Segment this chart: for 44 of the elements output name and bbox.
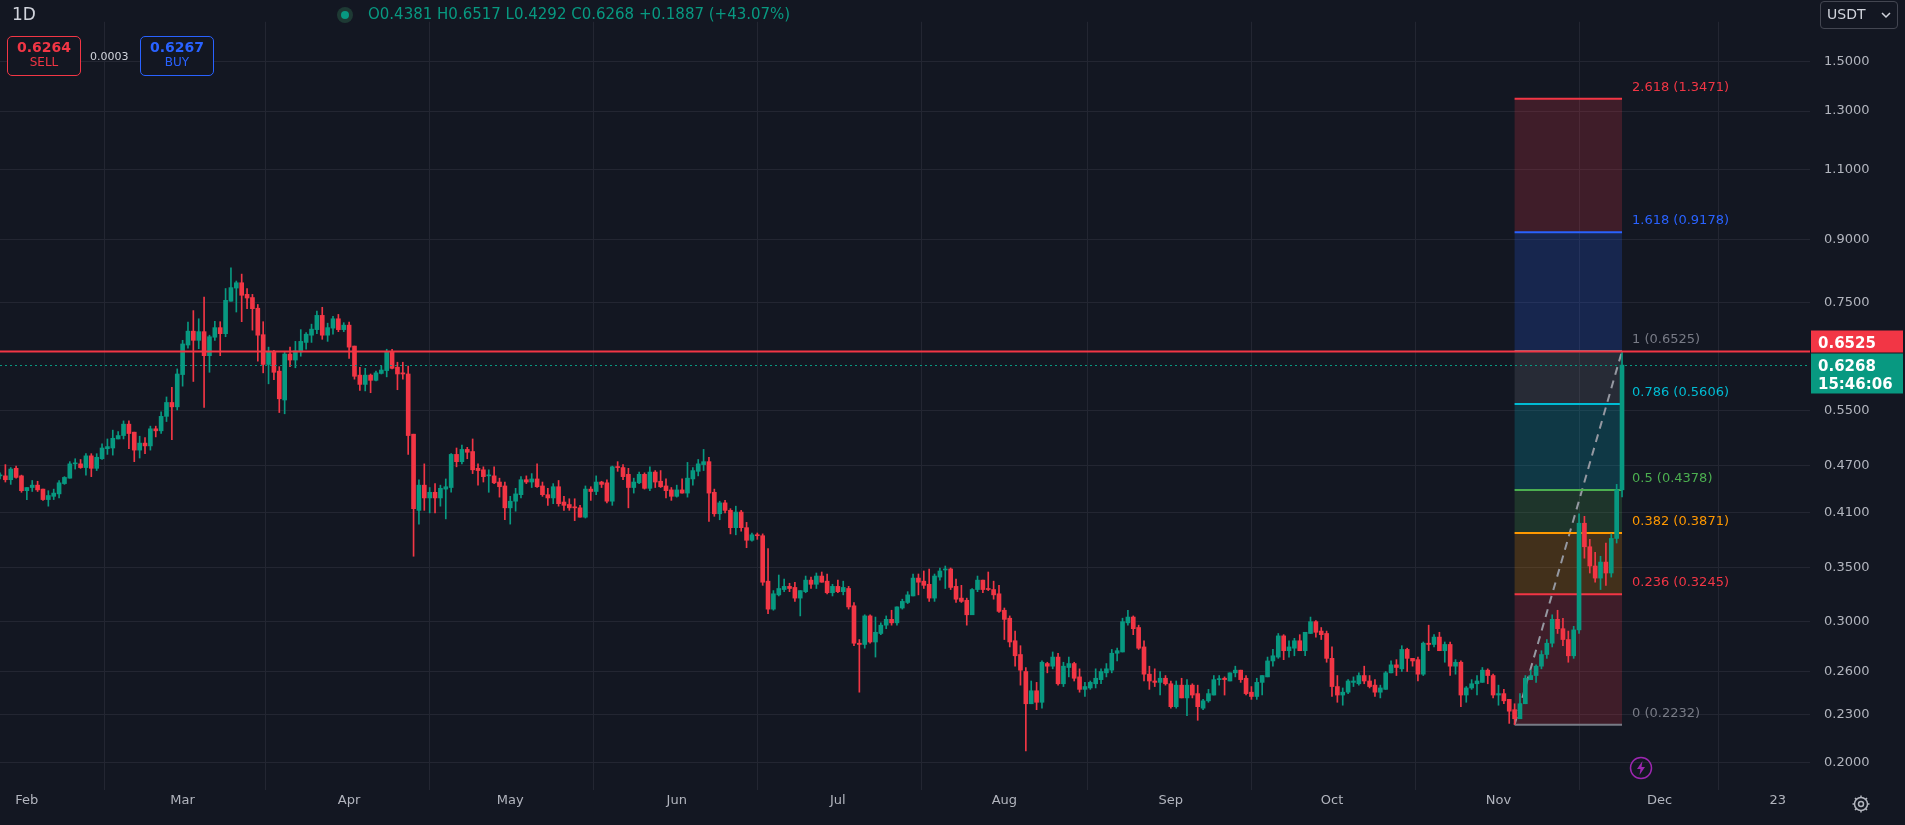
series-label: 0.786 (0.5606) [1632,383,1729,399]
x-tick-label: Apr [337,792,361,808]
annotation: O0.4381 H0.6517 L0.4292 C0.6268 +0.1887 (+43.07%) [368,5,791,23]
annotation: 0.0003 [90,50,129,63]
y-tick-label: 0.2000 [1824,754,1870,770]
text: USDT [1820,1,1898,29]
chart-title: 1D [12,4,36,24]
annotation: BUY [163,55,191,69]
ref-line-label: 0.6268 15:46:06 [1818,356,1893,393]
series-label: 0 (0.2232) [1632,704,1701,720]
y-tick-label: 0.5500 [1824,401,1870,417]
x-tick-label: Feb [15,792,39,808]
y-tick-label: 1.5000 [1824,52,1870,68]
y-tick-label: 0.4700 [1824,456,1870,472]
series-label: 2.618 (1.3471) [1632,78,1729,94]
x-tick-label: Dec [1647,792,1673,808]
series-label: 1 (0.6525) [1632,331,1701,347]
x-tick-label: Oct [1320,792,1344,808]
annotation: 0.6267 [149,39,205,55]
series-label: 0.5 (0.4378) [1632,470,1713,486]
series-label: 1.618 (0.9178) [1632,212,1729,228]
series-label: 0.236 (0.3245) [1632,574,1729,590]
y-tick-label: 0.3500 [1824,559,1870,575]
x-tick-label: Mar [170,792,196,808]
y-tick-label: 0.4100 [1824,504,1870,520]
series-label: 0.382 (0.3871) [1632,512,1729,528]
y-tick-label: 0.2300 [1824,705,1870,721]
y-tick-label: 0.3000 [1824,613,1870,629]
y-tick-label: 0.9000 [1824,230,1870,246]
candlestick [1227,672,1233,682]
x-tick-label: May [496,792,524,808]
y-tick-label: 0.7500 [1824,293,1870,309]
x-tick-label: 23 [1769,792,1787,808]
annotation: 0.6264 [16,39,72,55]
ref-line-label: 0.6525 [1818,333,1876,352]
x-tick-label: Aug [991,792,1018,808]
y-tick-label: 1.1000 [1824,160,1870,176]
x-tick-label: Sep [1158,792,1184,808]
annotation: SELL [28,55,60,69]
x-tick-label: Nov [1485,792,1512,808]
x-tick-label: Jun [665,792,687,808]
y-tick-label: 1.3000 [1824,102,1870,118]
x-tick-label: Jul [829,792,846,808]
y-tick-label: 0.2600 [1824,662,1870,678]
